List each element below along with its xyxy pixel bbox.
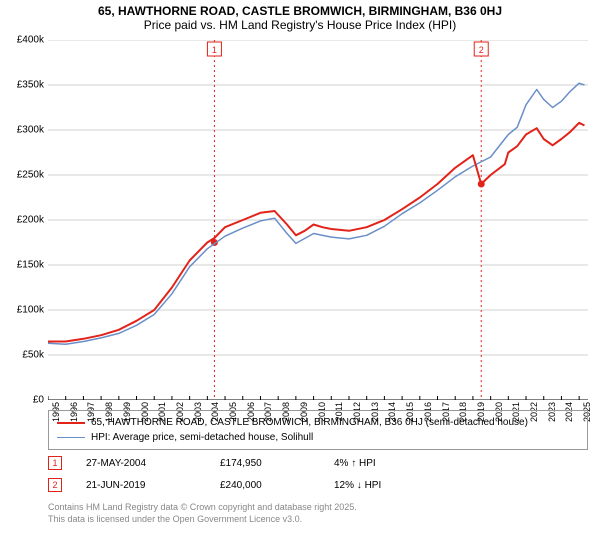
marker-row: 2 21-JUN-2019 £240,000 12% ↓ HPI (48, 474, 588, 496)
marker-row: 1 27-MAY-2004 £174,950 4% ↑ HPI (48, 452, 588, 474)
y-tick-label: £400k (17, 35, 44, 46)
y-tick-label: £300k (17, 125, 44, 136)
y-tick-label: £250k (17, 170, 44, 181)
chart-title-subtitle: Price paid vs. HM Land Registry's House … (0, 18, 600, 32)
legend-label-property: 65, HAWTHORNE ROAD, CASTLE BROMWICH, BIR… (91, 415, 528, 430)
y-tick-label: £0 (33, 395, 44, 406)
legend-label-hpi: HPI: Average price, semi-detached house,… (91, 430, 313, 445)
marker-date: 21-JUN-2019 (86, 480, 196, 491)
y-tick-label: £50k (22, 350, 44, 361)
legend: 65, HAWTHORNE ROAD, CASTLE BROMWICH, BIR… (48, 410, 588, 450)
y-tick-label: £150k (17, 260, 44, 271)
marker-price: £174,950 (220, 458, 310, 469)
legend-swatch-property (57, 422, 85, 424)
y-tick-label: £350k (17, 80, 44, 91)
legend-row-hpi: HPI: Average price, semi-detached house,… (57, 430, 579, 445)
chart-container: 65, HAWTHORNE ROAD, CASTLE BROMWICH, BIR… (0, 0, 600, 560)
marker-price: £240,000 (220, 480, 310, 491)
y-tick-label: £100k (17, 305, 44, 316)
marker-id-box: 2 (48, 478, 62, 492)
y-axis: £0£50k£100k£150k£200k£250k£300k£350k£400… (0, 40, 46, 400)
footer-line2: This data is licensed under the Open Gov… (48, 514, 588, 526)
chart-svg: 12 (48, 40, 588, 400)
svg-text:2: 2 (479, 45, 484, 55)
marker-id-box: 1 (48, 456, 62, 470)
footer-line1: Contains HM Land Registry data © Crown c… (48, 502, 588, 514)
y-tick-label: £200k (17, 215, 44, 226)
marker-table: 1 27-MAY-2004 £174,950 4% ↑ HPI 2 21-JUN-2019… (48, 452, 588, 496)
plot-area: 12 (48, 40, 588, 400)
svg-text:1: 1 (212, 45, 217, 55)
marker-date: 27-MAY-2004 (86, 458, 196, 469)
legend-swatch-hpi (57, 437, 85, 438)
footer-attribution: Contains HM Land Registry data © Crown c… (48, 502, 588, 525)
legend-row-property: 65, HAWTHORNE ROAD, CASTLE BROMWICH, BIR… (57, 415, 579, 430)
chart-title-address: 65, HAWTHORNE ROAD, CASTLE BROMWICH, BIR… (0, 4, 600, 18)
marker-delta: 12% ↓ HPI (334, 480, 424, 491)
chart-title-block: 65, HAWTHORNE ROAD, CASTLE BROMWICH, BIR… (0, 0, 600, 34)
marker-delta: 4% ↑ HPI (334, 458, 424, 469)
